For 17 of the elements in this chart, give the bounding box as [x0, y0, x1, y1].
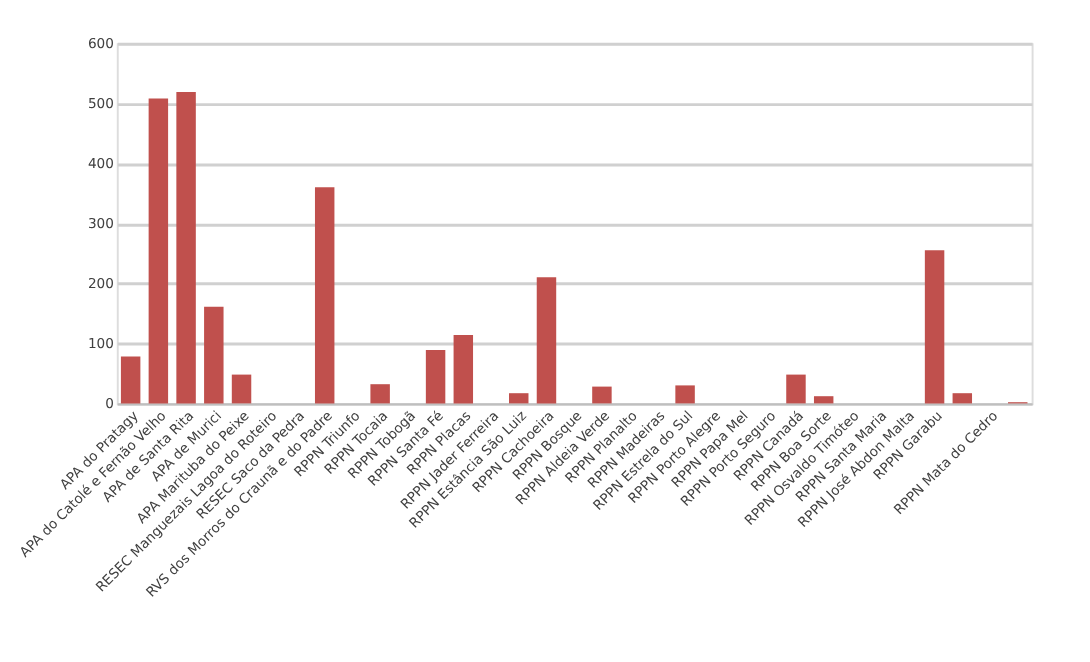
bar	[120, 356, 141, 404]
bar	[370, 384, 390, 404]
bar	[148, 98, 169, 404]
bar	[453, 334, 474, 404]
bar	[509, 393, 529, 404]
bar	[204, 306, 224, 404]
bar	[592, 386, 612, 404]
bar	[813, 396, 834, 404]
bar	[425, 349, 446, 404]
bar	[536, 277, 557, 404]
bar	[952, 393, 973, 404]
bar	[231, 374, 252, 404]
bar	[924, 250, 945, 404]
bar	[176, 91, 196, 404]
bar	[314, 187, 335, 404]
bar	[786, 374, 806, 404]
bar	[675, 385, 695, 404]
